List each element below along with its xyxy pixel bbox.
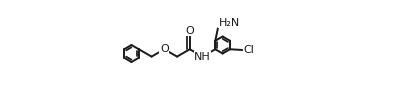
Text: O: O <box>160 44 169 54</box>
Text: NH: NH <box>194 52 211 62</box>
Text: H₂N: H₂N <box>219 18 240 28</box>
Text: Cl: Cl <box>243 45 254 55</box>
Text: O: O <box>185 25 194 36</box>
